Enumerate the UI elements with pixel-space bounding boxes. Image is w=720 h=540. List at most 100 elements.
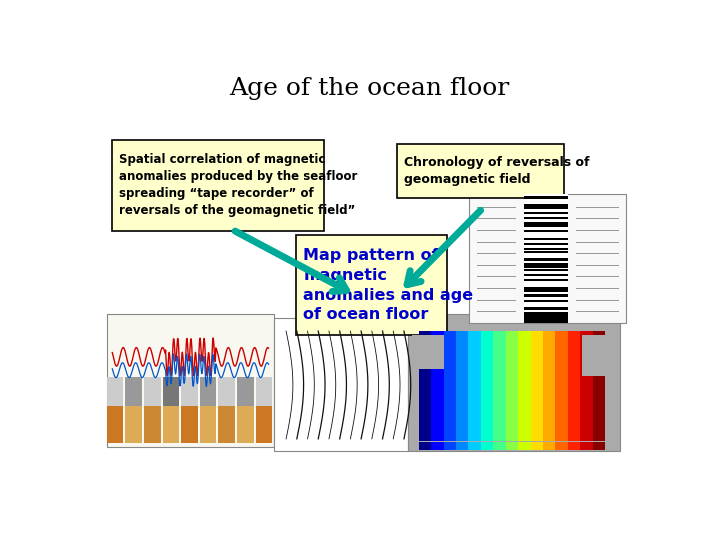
- Bar: [576, 265, 619, 266]
- Bar: [163, 406, 179, 443]
- Bar: [524, 261, 568, 264]
- Bar: [524, 289, 568, 292]
- Bar: [524, 305, 568, 307]
- Bar: [524, 256, 568, 258]
- Bar: [524, 204, 568, 207]
- Bar: [524, 279, 568, 281]
- Text: Age of the ocean floor: Age of the ocean floor: [229, 77, 509, 100]
- Bar: [524, 266, 568, 268]
- Bar: [469, 194, 626, 322]
- Bar: [524, 233, 568, 235]
- Bar: [477, 288, 516, 289]
- Bar: [524, 307, 568, 310]
- Bar: [481, 442, 493, 450]
- Bar: [477, 241, 516, 242]
- Bar: [524, 194, 568, 196]
- Bar: [181, 406, 198, 443]
- Bar: [524, 245, 568, 248]
- Bar: [444, 442, 456, 450]
- Bar: [576, 230, 619, 231]
- Bar: [107, 406, 124, 443]
- Bar: [524, 297, 568, 299]
- Bar: [524, 227, 568, 230]
- Bar: [469, 442, 481, 450]
- Bar: [524, 222, 568, 225]
- Bar: [524, 225, 568, 227]
- Bar: [144, 377, 161, 406]
- Bar: [493, 442, 505, 450]
- Bar: [582, 335, 613, 376]
- Bar: [524, 217, 568, 219]
- Bar: [199, 406, 217, 443]
- Bar: [524, 268, 568, 271]
- Bar: [524, 320, 568, 322]
- Bar: [274, 319, 408, 451]
- Bar: [524, 214, 568, 217]
- Bar: [543, 442, 556, 450]
- Bar: [477, 311, 516, 312]
- Bar: [469, 330, 481, 441]
- Bar: [576, 288, 619, 289]
- Bar: [477, 276, 516, 278]
- Bar: [218, 377, 235, 406]
- Bar: [556, 442, 568, 450]
- Bar: [524, 248, 568, 251]
- Bar: [524, 274, 568, 276]
- Bar: [543, 330, 556, 441]
- Bar: [524, 300, 568, 302]
- Bar: [576, 276, 619, 278]
- Bar: [524, 294, 568, 297]
- Text: Chronology of reversals of
geomagnetic field: Chronology of reversals of geomagnetic f…: [404, 156, 589, 186]
- Bar: [524, 284, 568, 287]
- Bar: [125, 406, 142, 443]
- Bar: [556, 330, 568, 441]
- Bar: [524, 243, 568, 245]
- Bar: [477, 207, 516, 208]
- Bar: [568, 330, 580, 441]
- Bar: [493, 330, 505, 441]
- Bar: [593, 330, 606, 441]
- Bar: [576, 300, 619, 301]
- Bar: [524, 310, 568, 312]
- Bar: [524, 240, 568, 242]
- Bar: [112, 140, 324, 231]
- Bar: [297, 235, 447, 335]
- Bar: [505, 442, 518, 450]
- Bar: [576, 311, 619, 312]
- Bar: [477, 265, 516, 266]
- Bar: [524, 197, 568, 199]
- Bar: [199, 377, 217, 406]
- Bar: [593, 442, 606, 450]
- Bar: [524, 207, 568, 209]
- Bar: [524, 271, 568, 274]
- Text: Map pattern of
magnetic
anomalies and age
of ocean floor: Map pattern of magnetic anomalies and ag…: [303, 248, 473, 322]
- Bar: [431, 330, 444, 441]
- Bar: [524, 315, 568, 318]
- Bar: [477, 230, 516, 231]
- Bar: [237, 406, 253, 443]
- Bar: [524, 318, 568, 320]
- Bar: [477, 300, 516, 301]
- Bar: [107, 377, 124, 406]
- Bar: [256, 377, 272, 406]
- Bar: [481, 330, 493, 441]
- Bar: [413, 335, 444, 369]
- Bar: [518, 330, 531, 441]
- Bar: [181, 377, 198, 406]
- Bar: [524, 235, 568, 238]
- Bar: [524, 302, 568, 305]
- Bar: [524, 212, 568, 214]
- Bar: [431, 442, 444, 450]
- Bar: [518, 442, 531, 450]
- Bar: [524, 315, 568, 320]
- Bar: [524, 210, 568, 212]
- Bar: [531, 330, 543, 441]
- Bar: [524, 292, 568, 294]
- Bar: [524, 258, 568, 261]
- Bar: [580, 442, 593, 450]
- Bar: [418, 330, 431, 441]
- Bar: [576, 253, 619, 254]
- Bar: [163, 377, 179, 406]
- Bar: [397, 144, 564, 198]
- Bar: [524, 199, 568, 201]
